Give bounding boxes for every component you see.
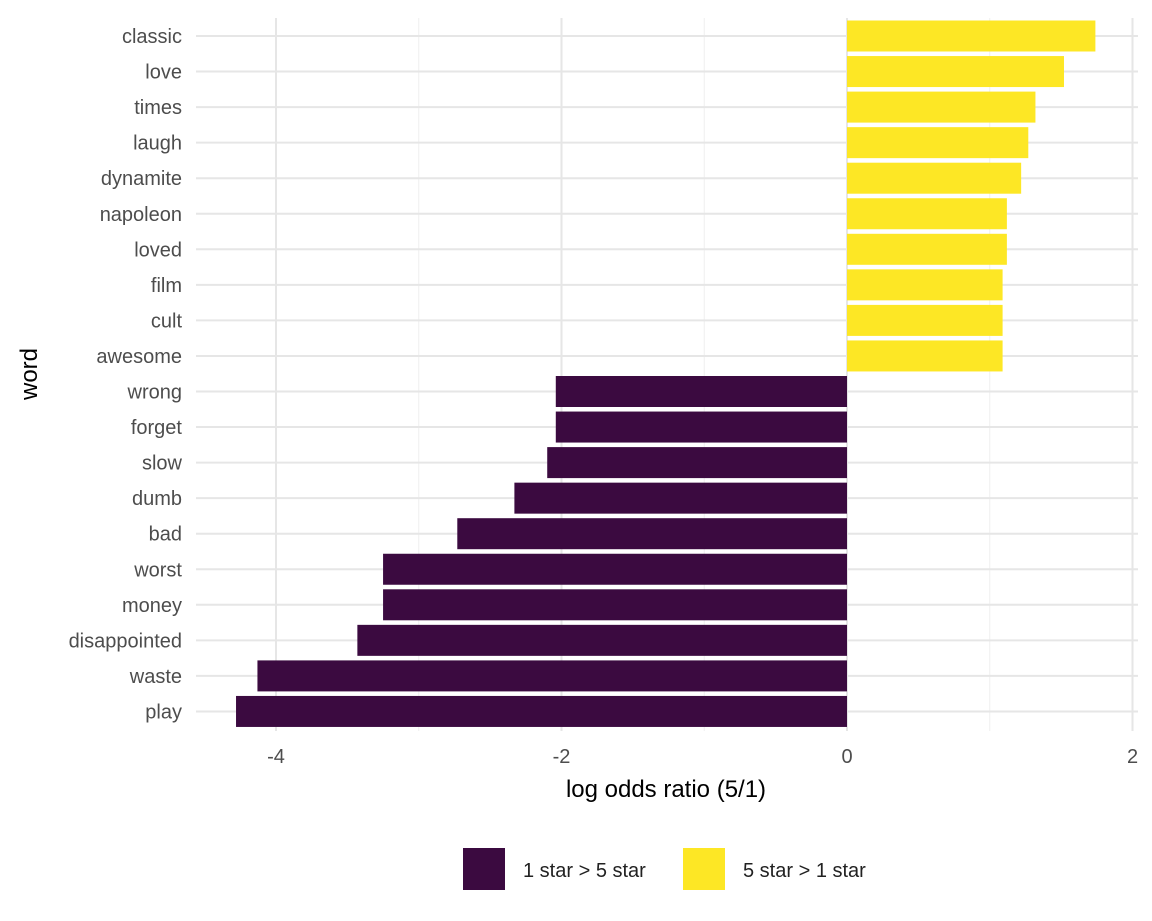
bar-money <box>383 589 847 621</box>
bar-loved <box>847 233 1007 265</box>
y-tick-label: times <box>134 97 182 119</box>
bar-awesome <box>847 340 1003 372</box>
bar-cult <box>847 304 1003 336</box>
x-axis-title: log odds ratio (5/1) <box>566 776 766 803</box>
bar-film <box>847 269 1003 301</box>
y-tick-label: cult <box>151 310 183 332</box>
y-tick-label: dynamite <box>101 168 182 190</box>
x-axis-tick-labels: -4 -2 0 2 <box>267 746 1138 768</box>
y-axis-title: word <box>16 348 43 401</box>
y-tick-label: laugh <box>133 133 182 155</box>
bar-worst <box>383 553 847 585</box>
bar-bad <box>457 518 847 550</box>
bar-dumb <box>514 482 847 514</box>
bar-series <box>236 20 1096 727</box>
y-tick-label: slow <box>142 453 183 475</box>
bar-laugh <box>847 127 1029 159</box>
bar-classic <box>847 20 1096 52</box>
legend-label-1-star: 1 star > 5 star <box>523 860 646 882</box>
bar-love <box>847 56 1064 88</box>
y-tick-label: loved <box>134 239 182 261</box>
bar-dynamite <box>847 162 1022 194</box>
x-tick-label: -4 <box>267 746 285 768</box>
bar-napoleon <box>847 198 1007 230</box>
bar-waste <box>257 660 847 692</box>
y-tick-label: classic <box>122 26 182 48</box>
y-tick-label: play <box>145 701 182 723</box>
y-tick-label: waste <box>129 666 182 688</box>
y-tick-label: forget <box>131 417 183 439</box>
legend-swatch-1-star <box>463 848 505 890</box>
bar-slow <box>547 447 847 479</box>
y-tick-label: disappointed <box>69 630 182 652</box>
legend-label-5-star: 5 star > 1 star <box>743 860 866 882</box>
y-tick-label: film <box>151 275 182 297</box>
bar-forget <box>555 411 847 443</box>
bar-play <box>236 695 847 727</box>
y-axis-tick-labels: classic love times laugh dynamite napoleon lov… <box>69 26 183 723</box>
y-tick-label: bad <box>149 524 182 546</box>
x-tick-label: 0 <box>841 746 852 768</box>
y-tick-label: dumb <box>132 488 182 510</box>
y-tick-label: love <box>145 62 182 84</box>
x-tick-label: -2 <box>553 746 571 768</box>
y-tick-label: money <box>122 595 182 617</box>
y-tick-label: worst <box>133 559 182 581</box>
x-tick-label: 2 <box>1127 746 1138 768</box>
y-tick-label: wrong <box>127 382 182 404</box>
bar-disappointed <box>357 624 847 656</box>
y-tick-label: napoleon <box>100 204 182 226</box>
bar-times <box>847 91 1036 123</box>
legend-swatch-5-star <box>683 848 725 890</box>
bar-wrong <box>555 376 847 407</box>
y-tick-label: awesome <box>96 346 182 368</box>
legend: 1 star > 5 star 5 star > 1 star <box>463 848 866 890</box>
